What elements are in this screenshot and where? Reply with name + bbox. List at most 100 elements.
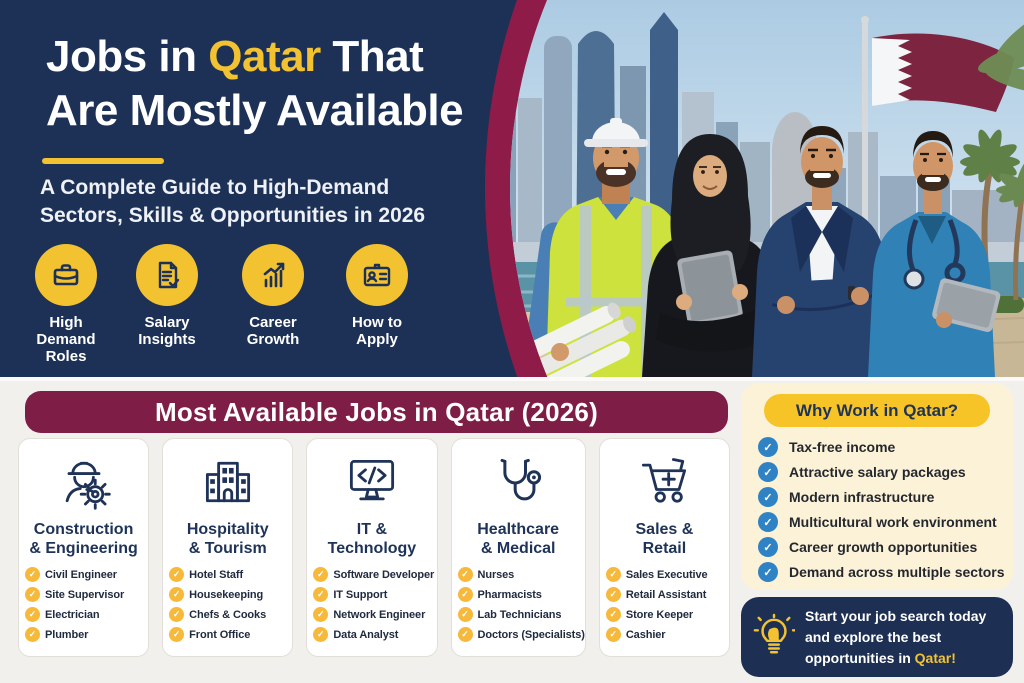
check-icon: ✓	[25, 587, 40, 602]
category-card-healthcare: Healthcare & Medical ✓ Nurses ✓ Pharmacist…	[450, 438, 586, 657]
category-card-hospitality: Hospitality & Tourism ✓ Hotel Staff ✓ Hous…	[162, 438, 294, 657]
check-icon: ✓	[605, 627, 621, 642]
feature-row: High Demand Roles Salary Insights	[0, 244, 460, 374]
check-icon: ✓	[457, 627, 473, 642]
job-item: ✓ Pharmacists	[457, 587, 585, 602]
job-item: ✓ Site Supervisor	[25, 587, 148, 602]
salary-document-icon	[158, 261, 180, 289]
job-item: ✓ Network Engineer	[313, 607, 436, 622]
woman-in-hijab-photo	[642, 134, 779, 377]
job-list: ✓ Sales Executive ✓ Retail Assistant ✓ Stor…	[600, 567, 729, 642]
job-item: ✓ Nurses	[457, 567, 585, 582]
title-part: That	[320, 32, 424, 81]
job-list: ✓ Hotel Staff ✓ Housekeeping ✓ Chefs & Cook…	[163, 567, 292, 642]
job-list: ✓ Civil Engineer ✓ Site Supervisor ✓ Electr…	[19, 567, 148, 642]
benefit-list: ✓ Tax-free income ✓ Attractive salary pack…	[741, 437, 1013, 582]
card-icon	[163, 449, 292, 515]
job-item: ✓ Plumber	[25, 627, 148, 642]
jobs-section: Most Available Jobs in Qatar (2026) Cons…	[0, 377, 1024, 683]
why-work-title: Why Work in Qatar?	[764, 394, 990, 427]
job-item: ✓ Lab Technicians	[457, 607, 585, 622]
page-subtitle: A Complete Guide to High-Demand Sectors,…	[40, 176, 426, 227]
check-icon: ✓	[457, 567, 473, 582]
feature-label: How to Apply	[352, 314, 402, 348]
construction-worker-icon	[65, 461, 111, 510]
page-title: Jobs in Qatar That Are Mostly Available	[46, 30, 464, 138]
category-cards: Construction & Engineering ✓ Civil Engine…	[18, 438, 730, 657]
job-list: ✓ Nurses ✓ Pharmacists ✓ Lab Technicians ✓ D…	[452, 567, 585, 642]
benefit-item: ✓ Multicultural work environment	[758, 512, 1013, 532]
job-item: ✓ Sales Executive	[605, 567, 729, 582]
why-work-panel: Why Work in Qatar? ✓ Tax-free income ✓ Att…	[741, 383, 1013, 590]
job-list: ✓ Software Developer ✓ IT Support ✓ Network…	[307, 567, 436, 642]
shopping-cart-icon	[642, 458, 687, 503]
check-icon: ✓	[25, 567, 40, 582]
check-icon: ✓	[605, 567, 621, 582]
benefit-item: ✓ Attractive salary packages	[758, 462, 1013, 482]
job-item: ✓ Retail Assistant	[605, 587, 729, 602]
card-icon	[307, 449, 436, 515]
hotel-building-icon	[205, 461, 250, 503]
job-item: ✓ Hotel Staff	[169, 567, 292, 582]
job-item: ✓ Chefs & Cooks	[169, 607, 292, 622]
check-icon: ✓	[605, 587, 621, 602]
job-item: ✓ IT Support	[313, 587, 436, 602]
check-icon: ✓	[605, 607, 621, 622]
hero-photo	[510, 0, 1024, 377]
blueprint-rolls	[516, 302, 637, 377]
hero-section: Jobs in Qatar That Are Mostly Available …	[0, 0, 1024, 377]
check-icon: ✓	[169, 627, 185, 642]
check-icon: ✓	[25, 607, 40, 622]
stethoscope-icon	[500, 458, 542, 501]
check-icon: ✓	[313, 567, 329, 582]
check-icon: ✓	[457, 607, 473, 622]
benefit-item: ✓ Modern infrastructure	[758, 487, 1013, 507]
check-icon: ✓	[169, 607, 185, 622]
job-item: ✓ Front Office	[169, 627, 292, 642]
feature-label: High Demand Roles	[36, 314, 96, 365]
career-growth-icon	[263, 262, 285, 288]
check-icon: ✓	[758, 462, 778, 482]
title-part: Jobs in	[46, 32, 209, 81]
benefit-item: ✓ Tax-free income	[758, 437, 1013, 457]
qatar-flag	[861, 16, 1014, 348]
check-icon: ✓	[25, 627, 40, 642]
lightbulb-icon	[753, 613, 795, 654]
job-item: ✓ Data Analyst	[313, 627, 436, 642]
card-title: Sales & Retail	[635, 521, 694, 557]
card-title: Hospitality & Tourism	[186, 521, 269, 557]
doha-scene-illustration	[510, 0, 1024, 377]
feature-how-to-apply: How to Apply	[327, 244, 427, 348]
feature-icon-circle	[242, 244, 304, 306]
briefcase-icon	[53, 264, 79, 286]
card-icon	[19, 449, 148, 515]
job-item: ✓ Doctors (Specialists)	[457, 627, 585, 642]
title-highlight: Qatar	[208, 32, 321, 81]
card-title: Construction & Engineering	[29, 521, 138, 557]
job-item: ✓ Civil Engineer	[25, 567, 148, 582]
check-icon: ✓	[313, 587, 329, 602]
check-icon: ✓	[169, 587, 185, 602]
check-icon: ✓	[758, 537, 778, 557]
cta-highlight: Qatar!	[914, 649, 956, 666]
title-line2: Are Mostly Available	[46, 86, 464, 135]
card-icon	[600, 449, 729, 515]
job-item: ✓ Software Developer	[313, 567, 436, 582]
feature-high-demand-roles: High Demand Roles	[16, 244, 116, 365]
headline-underline	[42, 158, 164, 164]
feature-career-growth: Career Growth	[223, 244, 323, 348]
feature-icon-circle	[346, 244, 408, 306]
card-title: Healthcare & Medical	[477, 521, 560, 557]
card-title: IT & Technology	[327, 521, 417, 557]
feature-label: Salary Insights	[138, 314, 196, 348]
category-card-it: IT & Technology ✓ Software Developer ✓ IT …	[306, 438, 438, 657]
check-icon: ✓	[313, 607, 329, 622]
code-monitor-icon	[349, 459, 394, 501]
card-icon	[452, 449, 585, 515]
id-card-icon	[363, 263, 391, 287]
cta-text: Start your job search today and explore …	[805, 607, 987, 666]
job-item: ✓ Cashier	[605, 627, 729, 642]
cta-box: Start your job search today and explore …	[741, 597, 1013, 677]
feature-salary-insights: Salary Insights	[117, 244, 217, 348]
